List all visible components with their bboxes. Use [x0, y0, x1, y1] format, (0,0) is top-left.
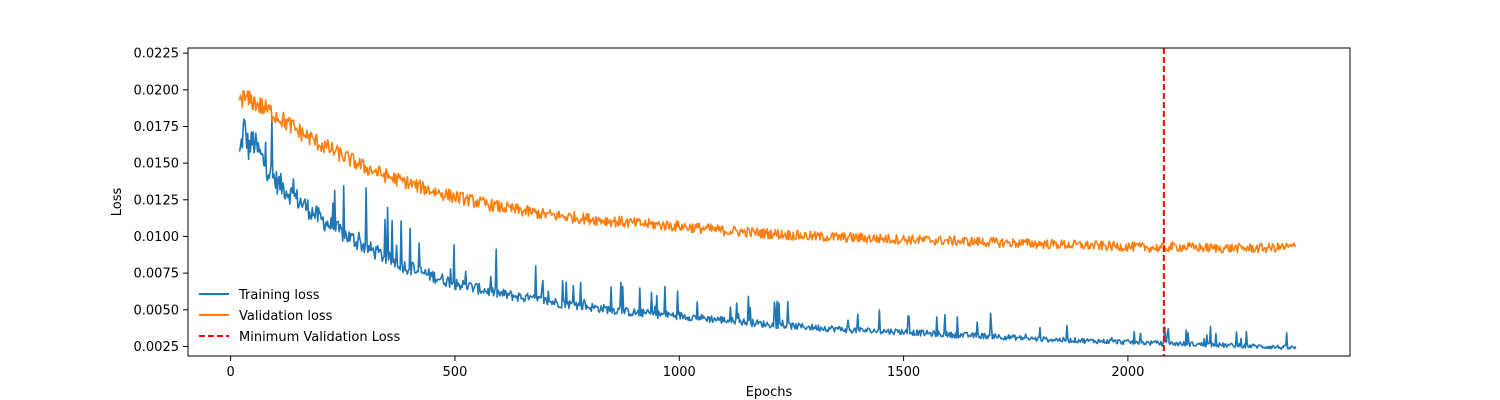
x-tick-label: 1500 — [887, 365, 920, 380]
axes-frame — [187, 47, 1351, 357]
x-tick-label: 0 — [226, 365, 234, 380]
y-tick-label: 0.0175 — [134, 120, 180, 135]
y-tick-label: 0.0100 — [134, 230, 180, 245]
y-tick-label: 0.0150 — [134, 157, 180, 172]
plot-area — [238, 48, 1297, 356]
validation-loss-line — [238, 90, 1297, 254]
legend-label-training-loss: Training loss — [238, 288, 320, 303]
y-axis-label: Loss — [110, 188, 125, 217]
x-axis-ticks: 0 500 1000 1500 2000 — [226, 356, 1144, 380]
y-tick-label: 0.0050 — [134, 303, 180, 318]
axes — [187, 47, 1351, 357]
x-tick-label: 1000 — [663, 365, 696, 380]
y-tick-label: 0.0025 — [134, 340, 180, 355]
legend: Training loss Validation loss Minimum Va… — [199, 288, 400, 345]
y-tick-label: 0.0125 — [134, 193, 180, 208]
y-tick-label: 0.0075 — [134, 267, 180, 282]
y-axis-ticks: 0.0025 0.0050 0.0075 0.0100 0.0125 0.0150 0.01… — [134, 47, 188, 355]
y-tick-label: 0.0225 — [134, 47, 180, 62]
legend-label-validation-loss: Validation loss — [239, 309, 333, 324]
x-tick-label: 500 — [443, 365, 468, 380]
x-tick-label: 2000 — [1111, 365, 1144, 380]
x-axis-label: Epochs — [746, 385, 793, 400]
legend-label-minimum-validation-loss: Minimum Validation Loss — [239, 330, 400, 345]
y-tick-label: 0.0200 — [134, 83, 180, 98]
training-loss-line — [238, 117, 1297, 350]
